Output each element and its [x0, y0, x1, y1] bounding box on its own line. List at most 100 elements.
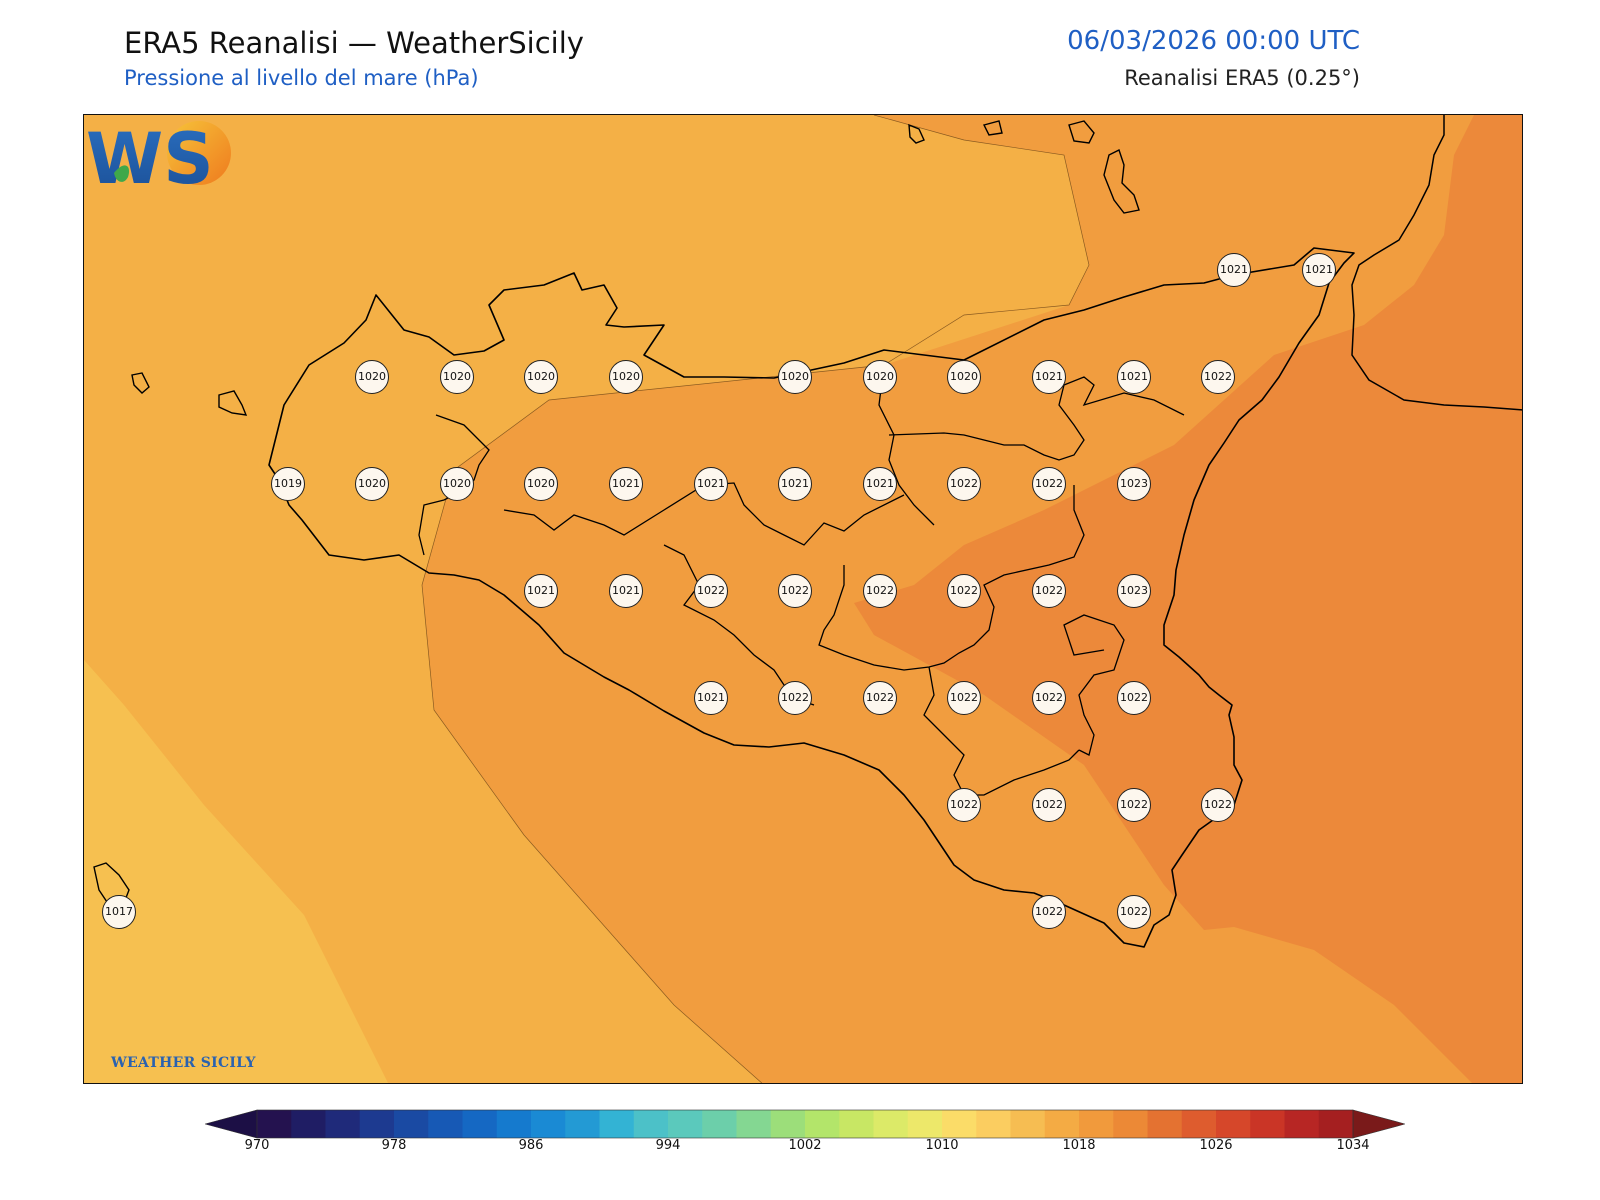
colorbar-segment — [1216, 1110, 1251, 1138]
colorbar-segment — [565, 1110, 600, 1138]
colorbar-tick-label: 986 — [518, 1138, 544, 1153]
station-value: 1020 — [524, 467, 558, 501]
station-value: 1021 — [1032, 360, 1066, 394]
logo-wordmark: WEATHER SICILY — [111, 1055, 256, 1071]
station-value: 1020 — [355, 360, 389, 394]
border-catania-siracusa — [1063, 614, 1125, 756]
colorbar-segment — [1284, 1110, 1320, 1138]
station-value: 1021 — [694, 467, 728, 501]
station-value: 1022 — [863, 574, 897, 608]
colorbar-segment — [1044, 1110, 1080, 1138]
station-value: 1020 — [778, 360, 812, 394]
station-value: 1022 — [1032, 788, 1066, 822]
station-value: 1021 — [1302, 253, 1336, 287]
pressure-map: 1021 1021 1020 1020 1020 1020 1020 1020 … — [83, 114, 1523, 1084]
logo-initials: WS — [86, 118, 214, 200]
colorbar-tick-label: 1026 — [1199, 1138, 1233, 1153]
colorbar-segment — [599, 1110, 635, 1138]
island-marettimo — [131, 372, 150, 394]
station-value: 1022 — [1032, 895, 1066, 929]
station-value: 1022 — [1032, 574, 1066, 608]
island-favignana — [218, 390, 248, 416]
map-subtitle: Pressione al livello del mare (hPa) — [124, 66, 479, 90]
weathersicily-logo: WS — [86, 118, 231, 200]
leaf-icon — [114, 165, 130, 182]
station-value: 1020 — [609, 360, 643, 394]
colorbar-segment — [770, 1110, 806, 1138]
band-1022-1024 — [854, 115, 1522, 1083]
station-value: 1021 — [863, 467, 897, 501]
station-value: 1021 — [1117, 360, 1151, 394]
colorbar-tick-label: 978 — [381, 1138, 407, 1153]
colorbar-segment — [1250, 1110, 1285, 1138]
station-value: 1019 — [271, 467, 305, 501]
station-value: 1022 — [947, 788, 981, 822]
colorbar-tick-label: 1010 — [925, 1138, 959, 1153]
colorbar-segment — [942, 1110, 977, 1138]
station-value: 1022 — [1201, 788, 1235, 822]
colorbar-segment — [1147, 1110, 1183, 1138]
station-value: 1022 — [1117, 895, 1151, 929]
colorbar-tick-label: 1002 — [788, 1138, 822, 1153]
colorbar-segment — [325, 1110, 361, 1138]
station-value: 1017 — [102, 895, 136, 929]
station-value: 1020 — [355, 467, 389, 501]
border-palermo-messina — [878, 364, 935, 526]
island-salina — [1068, 120, 1095, 144]
station-value: 1022 — [1117, 788, 1151, 822]
sicily-coastline — [268, 247, 1355, 948]
colorbar-segment — [702, 1110, 737, 1138]
station-value: 1022 — [1032, 681, 1066, 715]
colorbar-segment — [462, 1110, 498, 1138]
station-value: 1022 — [694, 574, 728, 608]
station-value: 1022 — [947, 574, 981, 608]
border-palermo-agrigento — [503, 482, 905, 546]
colorbar-segment — [291, 1110, 326, 1138]
colorbar-segment — [633, 1110, 669, 1138]
station-value: 1020 — [524, 360, 558, 394]
island-filicudi — [982, 120, 1003, 136]
colorbar-segment — [668, 1110, 703, 1138]
station-value: 1022 — [778, 681, 812, 715]
station-value: 1020 — [440, 467, 474, 501]
colorbar-segment — [531, 1110, 566, 1138]
band-1016-1018 — [84, 660, 388, 1083]
colorbar-under-triangle — [205, 1109, 258, 1139]
station-value: 1023 — [1117, 467, 1151, 501]
colorbar-tick-label: 994 — [655, 1138, 681, 1153]
island-alicudi — [908, 123, 925, 144]
colorbar-segment — [1318, 1110, 1354, 1138]
station-value: 1022 — [947, 467, 981, 501]
station-value: 1021 — [524, 574, 558, 608]
station-value: 1023 — [1117, 574, 1151, 608]
colorbar-segment — [839, 1110, 874, 1138]
station-value: 1020 — [440, 360, 474, 394]
colorbar-segment — [1113, 1110, 1148, 1138]
colorbar-segment — [1079, 1110, 1114, 1138]
station-value: 1020 — [863, 360, 897, 394]
station-value: 1021 — [609, 574, 643, 608]
valid-datetime: 06/03/2026 00:00 UTC — [1067, 26, 1360, 56]
island-lipari-vulcano — [1103, 149, 1140, 214]
colorbar-segment — [873, 1110, 909, 1138]
colorbar-tick-label: 1018 — [1062, 1138, 1096, 1153]
colorbar-over-triangle — [1352, 1109, 1405, 1139]
station-value: 1020 — [947, 360, 981, 394]
station-value: 1021 — [694, 681, 728, 715]
colorbar-tick-label: 970 — [244, 1138, 270, 1153]
colorbar-segment — [257, 1110, 292, 1138]
colorbar-frame — [256, 1109, 1354, 1139]
station-value: 1022 — [1032, 467, 1066, 501]
station-value: 1022 — [863, 681, 897, 715]
calabria-coastline — [1351, 115, 1522, 411]
station-value: 1022 — [1201, 360, 1235, 394]
colorbar-segment — [976, 1110, 1011, 1138]
border-messina-enna-catania — [888, 376, 1185, 461]
map-title: ERA5 Reanalisi — WeatherSicily — [124, 26, 584, 60]
colorbar-segment — [1181, 1110, 1217, 1138]
data-source: Reanalisi ERA5 (0.25°) — [1124, 66, 1360, 90]
station-value: 1021 — [609, 467, 643, 501]
colorbar-segment — [805, 1110, 840, 1138]
isobar-line-1020 — [421, 115, 1090, 1083]
station-value: 1022 — [947, 681, 981, 715]
